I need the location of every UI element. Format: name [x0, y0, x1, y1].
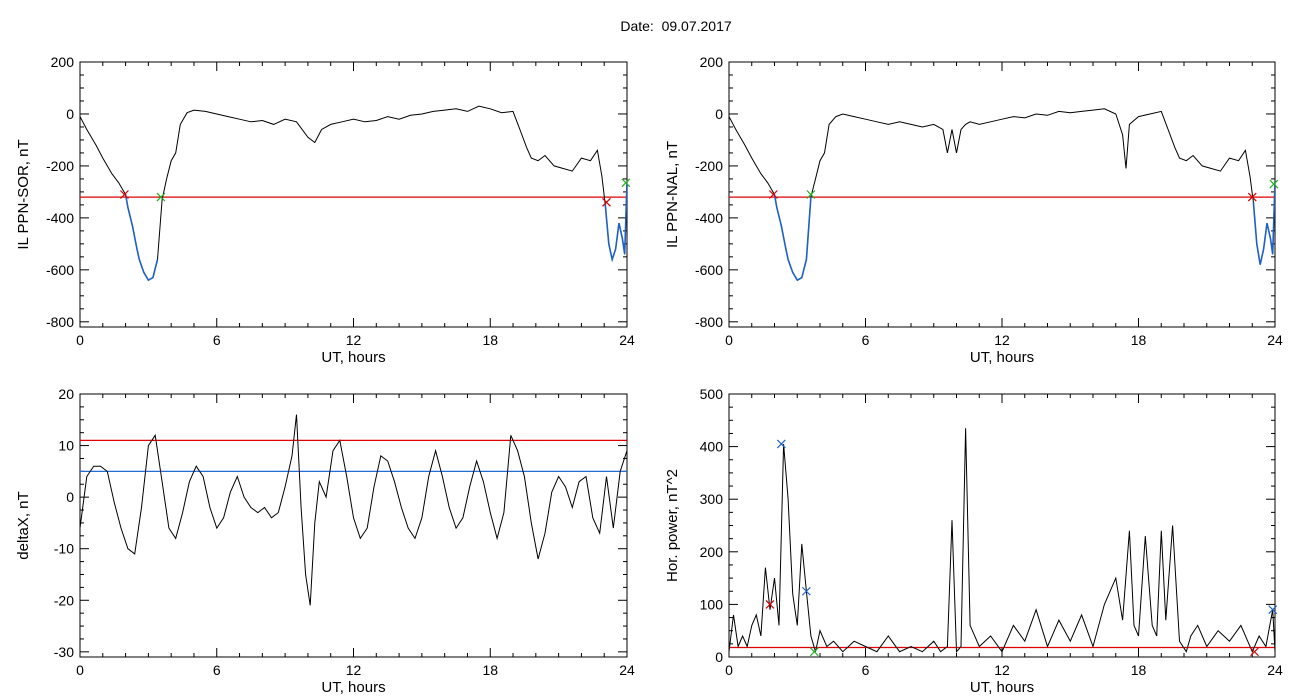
highlight-segment [124, 194, 159, 282]
x-tick-label: 18 [1131, 332, 1147, 348]
x-tick-label: 18 [1131, 662, 1147, 678]
x-tick-label: 18 [482, 332, 498, 348]
y-tick-label: 10 [58, 438, 74, 454]
marker-green [1269, 179, 1279, 189]
x-tick-label: 0 [76, 662, 84, 678]
y-tick-label: -10 [54, 541, 74, 557]
y-tick-label: -600 [695, 262, 723, 278]
panel-il-sor: 0 6 12 18 24 200 0 -200 -400 -600 -800 UT, hours IL … [15, 54, 635, 366]
series-line [729, 428, 1275, 653]
x-tick-label: 6 [213, 332, 221, 348]
x-tick-label: 6 [213, 662, 221, 678]
date-label: Date: [620, 18, 654, 34]
y-tick-label: -30 [54, 644, 74, 660]
y-tick-label: -400 [695, 210, 723, 226]
y-tick-label: 300 [700, 491, 724, 507]
panel-hor-power: 0 6 12 18 24 500 400 300 200 100 0 UT, hours Hor. po… [664, 386, 1283, 696]
y-tick-label: 200 [700, 544, 724, 560]
y-tick-label: -20 [54, 592, 74, 608]
x-axis-title: UT, hours [970, 679, 1034, 696]
x-axis-title: UT, hours [970, 349, 1034, 366]
x-tick-label: 18 [482, 662, 498, 678]
panel-il-nal: 0 6 12 18 24 200 0 -200 -400 -600 -800 UT, hours IL … [664, 54, 1283, 366]
x-tick-label: 6 [862, 662, 870, 678]
y-tick-label: 500 [700, 386, 724, 402]
y-axis-title: IL PPN-NAL, nT [664, 141, 681, 248]
x-tick-label: 24 [619, 332, 635, 348]
x-tick-label: 0 [76, 332, 84, 348]
x-axis-title: UT, hours [321, 679, 385, 696]
y-axis-title: Hor. power, nT^2 [664, 469, 681, 582]
y-tick-label: -400 [46, 210, 74, 226]
y-tick-label: 400 [700, 439, 724, 455]
series-line [80, 105, 627, 281]
y-tick-label: 200 [700, 54, 724, 70]
marker-green [806, 190, 816, 199]
y-tick-label: 0 [715, 649, 723, 665]
x-axis-title: UT, hours [321, 349, 385, 366]
panel-deltax: 0 6 12 18 24 20 10 0 -10 -20 -30 UT, hours deltaX, n… [15, 386, 635, 696]
y-tick-label: -200 [46, 158, 74, 174]
y-axis-title: deltaX, nT [15, 491, 32, 559]
x-tick-label: 12 [994, 332, 1010, 348]
y-tick-label: -800 [695, 314, 723, 330]
x-tick-label: 12 [346, 332, 362, 348]
highlight-segment [1252, 181, 1275, 265]
x-tick-label: 24 [1267, 662, 1283, 678]
x-tick-label: 6 [862, 332, 870, 348]
marker-red [765, 599, 775, 609]
x-tick-label: 12 [346, 662, 362, 678]
marker-red [1250, 647, 1259, 657]
page-title: Date: 09.07.2017 [0, 18, 1300, 34]
marker-green [156, 192, 166, 202]
y-tick-label: 200 [51, 54, 75, 70]
plot-frame [728, 393, 1276, 658]
y-tick-label: 0 [66, 106, 74, 122]
marker-red [1247, 192, 1257, 202]
y-tick-label: 100 [700, 596, 724, 612]
series-line [80, 414, 627, 606]
y-tick-label: 20 [58, 386, 74, 402]
plot-frame [79, 61, 628, 328]
x-tick-label: 0 [725, 662, 733, 678]
x-tick-label: 0 [725, 332, 733, 348]
plot-frame [79, 393, 628, 658]
marker-red [602, 197, 611, 207]
marker-blue [801, 586, 811, 596]
y-axis-title: IL PPN-SOR, nT [15, 139, 32, 249]
marker-green [621, 178, 631, 188]
y-tick-label: -800 [46, 314, 74, 330]
y-tick-label: -200 [695, 158, 723, 174]
y-tick-label: 0 [66, 489, 74, 505]
marker-red [768, 190, 778, 199]
x-tick-label: 12 [994, 662, 1010, 678]
highlight-segment [773, 194, 812, 282]
y-tick-label: -600 [46, 262, 74, 278]
highlight-segment [604, 181, 627, 263]
date-value: 09.07.2017 [661, 18, 732, 34]
marker-blue [1268, 605, 1278, 615]
y-tick-label: 0 [715, 106, 723, 122]
marker-red [120, 190, 129, 199]
x-tick-label: 24 [619, 662, 635, 678]
marker-green [809, 647, 819, 657]
x-tick-label: 24 [1267, 332, 1283, 348]
marker-blue [776, 439, 786, 449]
